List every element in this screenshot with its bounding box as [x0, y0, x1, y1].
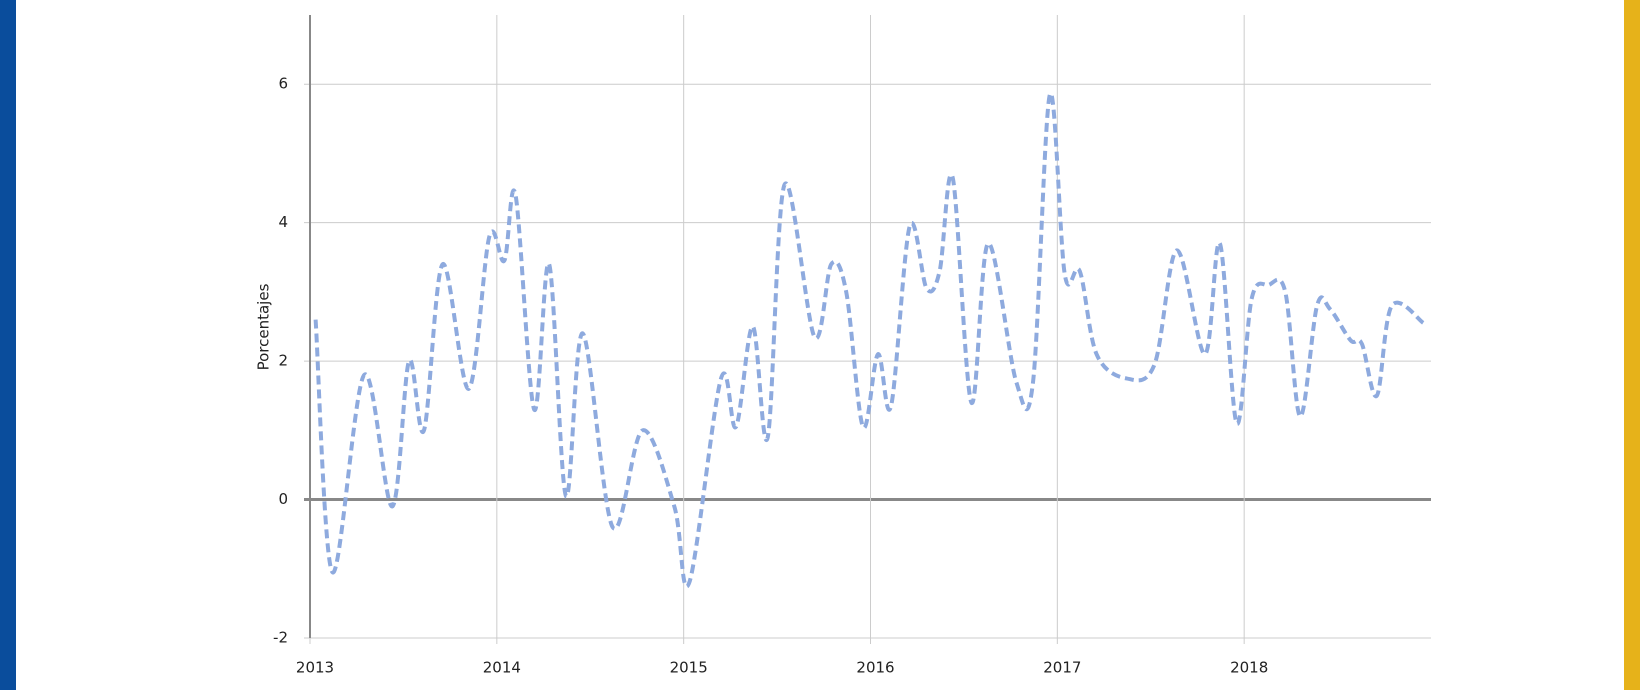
left-band — [0, 0, 16, 690]
data-line — [313, 91, 1425, 589]
x-tick-label: 2014 — [483, 659, 521, 677]
y-tick-label: -2 — [273, 629, 288, 647]
x-tick-label: 2017 — [1043, 659, 1081, 677]
right-band — [1624, 0, 1640, 690]
y-axis-label: Porcentajes — [255, 283, 273, 370]
y-tick-label: 4 — [278, 213, 288, 231]
x-tick-label: 2018 — [1230, 659, 1268, 677]
x-tick-label: 2013 — [296, 659, 334, 677]
x-tick-label: 2015 — [670, 659, 708, 677]
y-tick-label: 2 — [278, 352, 288, 370]
y-tick-label: 6 — [278, 75, 288, 93]
y-tick-label: 0 — [278, 490, 288, 508]
x-tick-label: 2016 — [856, 659, 894, 677]
